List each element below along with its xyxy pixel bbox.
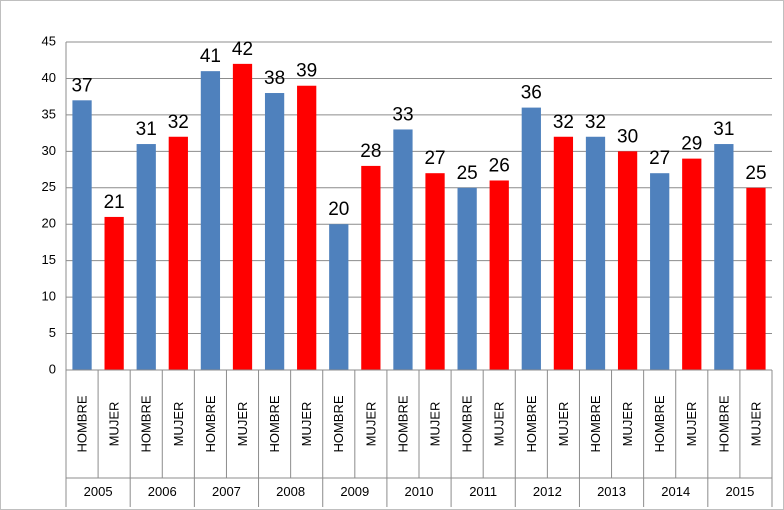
x-tick-label: MUJER <box>427 402 442 447</box>
y-tick-label: 25 <box>42 179 56 194</box>
bar <box>714 144 734 370</box>
data-label: 33 <box>392 104 413 125</box>
x-group-label: 2006 <box>148 484 177 499</box>
data-label: 39 <box>296 61 317 82</box>
bar <box>585 136 606 370</box>
y-tick-label: 40 <box>42 70 56 85</box>
bar <box>329 224 349 370</box>
bar <box>104 216 124 370</box>
bar <box>521 107 541 370</box>
x-group-label: 2005 <box>84 484 113 499</box>
x-tick-label: MUJER <box>363 402 378 447</box>
data-label: 37 <box>71 75 92 96</box>
data-label: 20 <box>328 199 349 220</box>
data-label: 32 <box>585 112 606 133</box>
data-label: 32 <box>168 112 189 133</box>
bar <box>361 165 381 370</box>
data-label: 28 <box>360 141 381 162</box>
bar <box>264 93 285 371</box>
bar <box>232 63 253 370</box>
x-tick-label: MUJER <box>556 402 571 447</box>
data-label: 26 <box>489 156 510 177</box>
y-tick-label: 0 <box>49 361 56 376</box>
x-tick-label: HOMBRE <box>395 395 410 452</box>
data-label: 27 <box>424 148 445 169</box>
x-group-label: 2015 <box>725 484 754 499</box>
bar <box>136 144 156 370</box>
bar <box>200 71 221 371</box>
y-tick-label: 5 <box>49 325 56 340</box>
x-tick-label: MUJER <box>171 402 186 447</box>
y-tick-label: 35 <box>42 106 56 121</box>
bar <box>650 173 670 370</box>
x-group-label: 2007 <box>212 484 241 499</box>
bar <box>72 100 92 371</box>
data-label: 32 <box>553 112 574 133</box>
data-label: 42 <box>232 39 253 60</box>
bar <box>746 187 766 370</box>
x-tick-label: HOMBRE <box>139 395 154 452</box>
data-label: 41 <box>200 46 221 67</box>
bar <box>297 85 317 370</box>
data-label: 31 <box>136 119 157 140</box>
x-tick-label: MUJER <box>107 402 122 447</box>
bar <box>393 129 413 370</box>
x-tick-label: MUJER <box>492 402 507 447</box>
data-label: 25 <box>457 163 478 184</box>
x-group-label: 2013 <box>597 484 626 499</box>
x-group-label: 2012 <box>533 484 562 499</box>
x-tick-label: HOMBRE <box>331 395 346 452</box>
data-label: 36 <box>521 83 542 104</box>
data-label: 30 <box>617 126 638 147</box>
x-group-label: 2008 <box>276 484 305 499</box>
x-tick-label: HOMBRE <box>74 395 89 452</box>
bar <box>425 173 445 370</box>
x-group-label: 2009 <box>340 484 369 499</box>
data-label: 21 <box>104 192 125 213</box>
x-tick-label: HOMBRE <box>524 395 539 452</box>
x-tick-label: HOMBRE <box>460 395 475 452</box>
y-tick-label: 20 <box>42 216 56 231</box>
x-tick-label: HOMBRE <box>716 395 731 452</box>
data-label: 25 <box>745 163 766 184</box>
x-tick-label: MUJER <box>620 402 635 447</box>
x-tick-label: MUJER <box>748 402 763 447</box>
x-group-label: 2010 <box>405 484 434 499</box>
data-label: 38 <box>264 68 285 89</box>
data-label: 31 <box>713 119 734 140</box>
y-tick-label: 15 <box>42 252 56 267</box>
x-tick-label: MUJER <box>235 402 250 447</box>
x-group-label: 2011 <box>469 484 497 499</box>
bar <box>489 180 509 370</box>
bar <box>682 158 702 370</box>
x-tick-label: HOMBRE <box>267 395 282 452</box>
x-tick-label: MUJER <box>299 402 314 447</box>
y-tick-label: 30 <box>42 143 56 158</box>
y-tick-label: 10 <box>42 289 56 304</box>
data-label: 29 <box>681 134 702 155</box>
y-tick-label: 45 <box>42 33 56 48</box>
x-tick-label: HOMBRE <box>588 395 603 452</box>
bar <box>168 136 188 370</box>
x-tick-label: HOMBRE <box>652 395 667 452</box>
bar <box>553 136 574 370</box>
x-group-label: 2014 <box>661 484 690 499</box>
bar <box>617 151 638 370</box>
x-tick-label: HOMBRE <box>203 395 218 452</box>
bar <box>457 187 477 370</box>
data-label: 27 <box>649 148 670 169</box>
x-tick-label: MUJER <box>684 402 699 447</box>
